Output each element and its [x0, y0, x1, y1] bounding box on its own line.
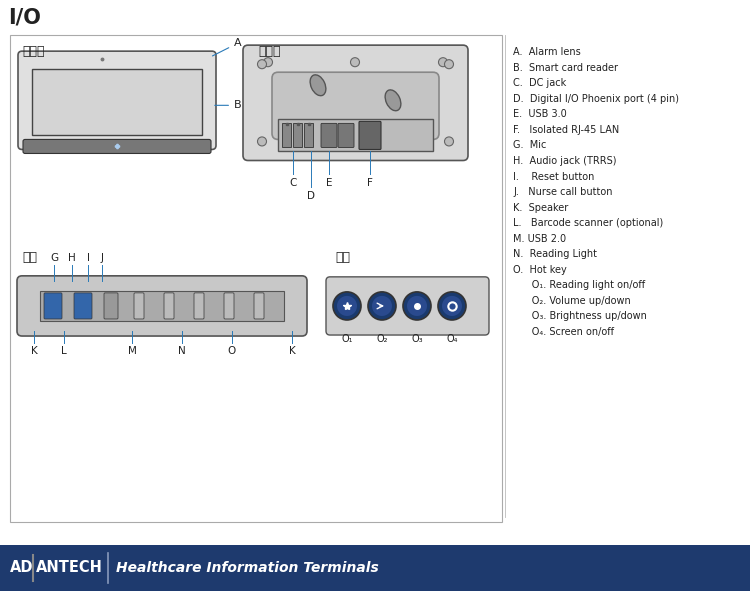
Text: 热键: 热键: [335, 251, 350, 264]
Text: O.  Hot key: O. Hot key: [513, 265, 567, 275]
Text: 前面板: 前面板: [22, 45, 44, 58]
Circle shape: [333, 292, 361, 320]
Text: ANTECH: ANTECH: [36, 560, 103, 576]
Circle shape: [403, 292, 431, 320]
FancyBboxPatch shape: [18, 51, 216, 150]
Text: B.  Smart card reader: B. Smart card reader: [513, 63, 618, 73]
Text: K.  Speaker: K. Speaker: [513, 203, 568, 213]
Bar: [282, 124, 291, 147]
Bar: [32, 69, 202, 135]
Text: L: L: [62, 346, 67, 356]
Text: 后面板: 后面板: [258, 45, 280, 58]
FancyBboxPatch shape: [359, 121, 381, 150]
Text: C.  DC jack: C. DC jack: [513, 78, 566, 88]
Text: AD: AD: [10, 560, 34, 576]
Text: F: F: [367, 177, 373, 187]
Text: D: D: [307, 190, 315, 200]
Circle shape: [442, 296, 462, 316]
Text: B: B: [214, 100, 242, 111]
Text: O₁. Reading light on/off: O₁. Reading light on/off: [513, 280, 645, 290]
Ellipse shape: [310, 75, 326, 96]
Text: G: G: [50, 253, 58, 263]
FancyBboxPatch shape: [272, 72, 439, 139]
Circle shape: [438, 292, 466, 320]
Text: O₃. Brightness up/down: O₃. Brightness up/down: [513, 311, 646, 322]
FancyBboxPatch shape: [254, 293, 264, 319]
FancyBboxPatch shape: [164, 293, 174, 319]
Circle shape: [257, 137, 266, 146]
Bar: [278, 119, 433, 151]
FancyBboxPatch shape: [134, 293, 144, 319]
Bar: [40, 291, 284, 321]
Circle shape: [439, 58, 448, 67]
Text: O: O: [228, 346, 236, 356]
FancyBboxPatch shape: [338, 124, 354, 147]
Circle shape: [407, 296, 427, 316]
FancyBboxPatch shape: [243, 45, 468, 161]
Text: A: A: [212, 38, 242, 56]
Circle shape: [368, 292, 396, 320]
FancyBboxPatch shape: [321, 124, 337, 147]
Text: H.  Audio jack (TRRS): H. Audio jack (TRRS): [513, 156, 616, 166]
Text: J.   Nurse call button: J. Nurse call button: [513, 187, 613, 197]
Text: L.   Barcode scanner (optional): L. Barcode scanner (optional): [513, 218, 663, 228]
Bar: [10, 35, 502, 522]
Text: O₁: O₁: [341, 334, 352, 344]
Text: M. USB 2.0: M. USB 2.0: [513, 233, 566, 243]
Text: Healthcare Information Terminals: Healthcare Information Terminals: [116, 561, 379, 575]
Text: J: J: [100, 253, 104, 263]
Text: E.  USB 3.0: E. USB 3.0: [513, 109, 567, 119]
Bar: [304, 124, 313, 147]
Text: 底部: 底部: [22, 251, 37, 264]
Text: K: K: [31, 346, 38, 356]
Text: I/O: I/O: [8, 7, 40, 27]
Text: I.    Reset button: I. Reset button: [513, 171, 594, 181]
Text: F.   Isolated RJ-45 LAN: F. Isolated RJ-45 LAN: [513, 125, 619, 135]
Text: M: M: [128, 346, 136, 356]
Text: C: C: [290, 177, 297, 187]
Text: N.  Reading Light: N. Reading Light: [513, 249, 597, 259]
Text: I: I: [86, 253, 89, 263]
Ellipse shape: [386, 90, 400, 111]
FancyBboxPatch shape: [23, 139, 211, 154]
Text: D.  Digital I/O Phoenix port (4 pin): D. Digital I/O Phoenix port (4 pin): [513, 94, 679, 104]
Text: A.  Alarm lens: A. Alarm lens: [513, 47, 580, 57]
Text: G.  Mic: G. Mic: [513, 141, 546, 151]
FancyBboxPatch shape: [17, 276, 307, 336]
FancyBboxPatch shape: [224, 293, 234, 319]
Circle shape: [445, 137, 454, 146]
Text: H: H: [68, 253, 76, 263]
Text: O₂. Volume up/down: O₂. Volume up/down: [513, 296, 631, 306]
Bar: [293, 124, 302, 147]
FancyBboxPatch shape: [74, 293, 92, 319]
FancyBboxPatch shape: [194, 293, 204, 319]
Circle shape: [337, 296, 357, 316]
Circle shape: [257, 60, 266, 69]
FancyBboxPatch shape: [104, 293, 118, 319]
FancyBboxPatch shape: [44, 293, 62, 319]
Text: O₃: O₃: [411, 334, 423, 344]
Text: O₂: O₂: [376, 334, 388, 344]
Text: O₄. Screen on/off: O₄. Screen on/off: [513, 327, 614, 337]
Circle shape: [372, 296, 392, 316]
Text: N: N: [178, 346, 186, 356]
Circle shape: [350, 58, 359, 67]
Circle shape: [445, 60, 454, 69]
Text: O₄: O₄: [446, 334, 458, 344]
FancyBboxPatch shape: [326, 277, 489, 335]
Text: K: K: [289, 346, 296, 356]
Circle shape: [263, 58, 272, 67]
Text: E: E: [326, 177, 332, 187]
